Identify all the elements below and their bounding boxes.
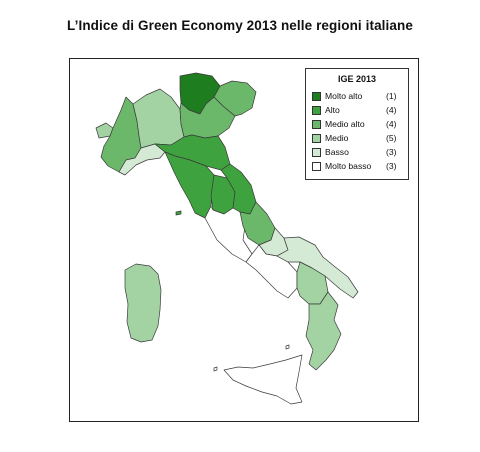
legend-label: Medio: [325, 133, 349, 143]
legend-item: Molto alto (1): [306, 89, 408, 103]
legend-count: (4): [386, 119, 397, 129]
legend-swatch: [312, 119, 321, 129]
legend-swatch: [312, 105, 321, 115]
legend-label: Molto basso: [325, 161, 372, 171]
legend-label: Alto: [325, 105, 340, 115]
legend-count: (5): [386, 133, 397, 143]
legend-swatch: [312, 161, 321, 171]
legend-swatch: [312, 147, 321, 157]
legend-label: Medio alto: [325, 119, 365, 129]
region-lombardia[interactable]: [132, 88, 185, 149]
legend-label: Basso: [325, 147, 349, 157]
region-sicilia[interactable]: [223, 354, 303, 405]
legend-count: (3): [386, 161, 397, 171]
legend-item: Medio alto (4): [306, 117, 408, 131]
region-veneto[interactable]: [179, 96, 236, 139]
legend-item: Alto (4): [306, 103, 408, 117]
region-calabria[interactable]: [305, 291, 342, 371]
region-friuli-venezia-giulia[interactable]: [213, 80, 257, 117]
legend-count: (1): [386, 91, 397, 101]
island-elba: [175, 210, 182, 216]
island-eolie: [285, 344, 290, 350]
legend-title: IGE 2013: [337, 74, 377, 84]
island-egadi: [213, 366, 218, 372]
legend-count: (4): [386, 105, 397, 115]
region-sardegna[interactable]: [124, 263, 162, 343]
legend-label: Molto alto: [325, 91, 363, 101]
legend-count: (3): [386, 147, 397, 157]
map-legend: IGE 2013 Molto alto (1) Alto (4) Medio a…: [305, 68, 409, 180]
legend-item: Medio (5): [306, 131, 408, 145]
legend-item: Molto basso (3): [306, 159, 408, 173]
map-title: L’Indice di Green Economy 2013 nelle reg…: [67, 18, 413, 33]
legend-item: Basso (3): [306, 145, 408, 159]
legend-swatch: [312, 133, 321, 143]
legend-swatch: [312, 91, 321, 101]
region-puglia[interactable]: [276, 236, 359, 299]
